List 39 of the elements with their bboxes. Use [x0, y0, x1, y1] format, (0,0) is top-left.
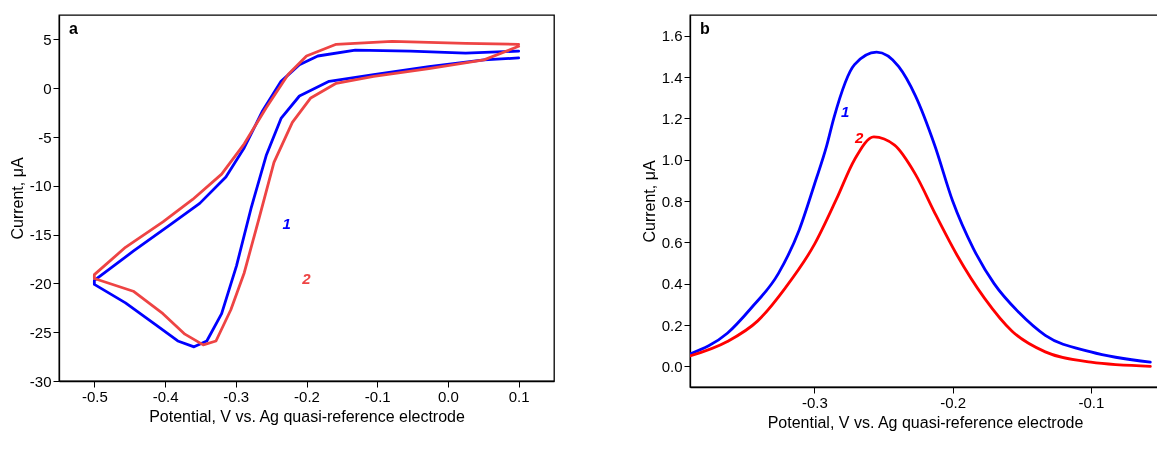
- y-tick-label: 0.8: [661, 192, 683, 210]
- y-tick-label: -20: [29, 274, 52, 292]
- y-tick-label: 0.2: [661, 316, 683, 334]
- y-tick-label: -15: [29, 226, 52, 244]
- annotation: 1: [840, 102, 850, 120]
- y-tick-label: 1.6: [661, 27, 683, 45]
- x-axis-title: Potential, V vs. Ag quasi-reference electrode: [767, 413, 1084, 431]
- y-tick-label: 5: [43, 30, 52, 48]
- y-tick-label: 0.6: [661, 233, 683, 251]
- x-axis-title: Potential, V vs. Ag quasi-reference electrode: [149, 407, 465, 425]
- x-tick-label: -0.2: [940, 393, 967, 411]
- chart-title: b: [700, 20, 710, 37]
- x-tick-label: -0.3: [223, 387, 250, 405]
- y-axis-title: Current, μA: [8, 157, 26, 240]
- y-tick-label: -30: [29, 372, 52, 390]
- x-tick-label: 0.0: [438, 387, 459, 405]
- annotation: 2: [854, 128, 865, 146]
- y-tick-label: 1.4: [661, 68, 683, 86]
- line-series: [690, 135, 1152, 368]
- x-tick-label: -0.4: [152, 387, 179, 405]
- y-tick-label: 1.0: [661, 151, 683, 169]
- y-tick-label: 0.0: [661, 357, 683, 375]
- chart-title: a: [69, 20, 78, 37]
- x-tick-label: -0.3: [801, 393, 828, 411]
- y-tick-label: -25: [29, 323, 52, 341]
- x-tick-label: -0.1: [1078, 393, 1105, 411]
- y-tick-label: 1.2: [661, 109, 683, 127]
- annotation: 2: [301, 269, 312, 287]
- y-tick-label: 0.4: [661, 275, 683, 293]
- y-tick-label: -10: [29, 177, 52, 195]
- x-tick-label: -0.2: [294, 387, 320, 405]
- x-tick-label: -0.5: [81, 387, 108, 405]
- x-tick-label: 0.1: [508, 387, 530, 405]
- y-axis-title: Current, μA: [640, 160, 658, 243]
- x-tick-label: -0.1: [364, 387, 391, 405]
- annotation: 1: [282, 214, 291, 232]
- y-tick-label: -5: [38, 128, 52, 146]
- y-tick-label: 0: [43, 79, 52, 97]
- line-series: [690, 50, 1152, 364]
